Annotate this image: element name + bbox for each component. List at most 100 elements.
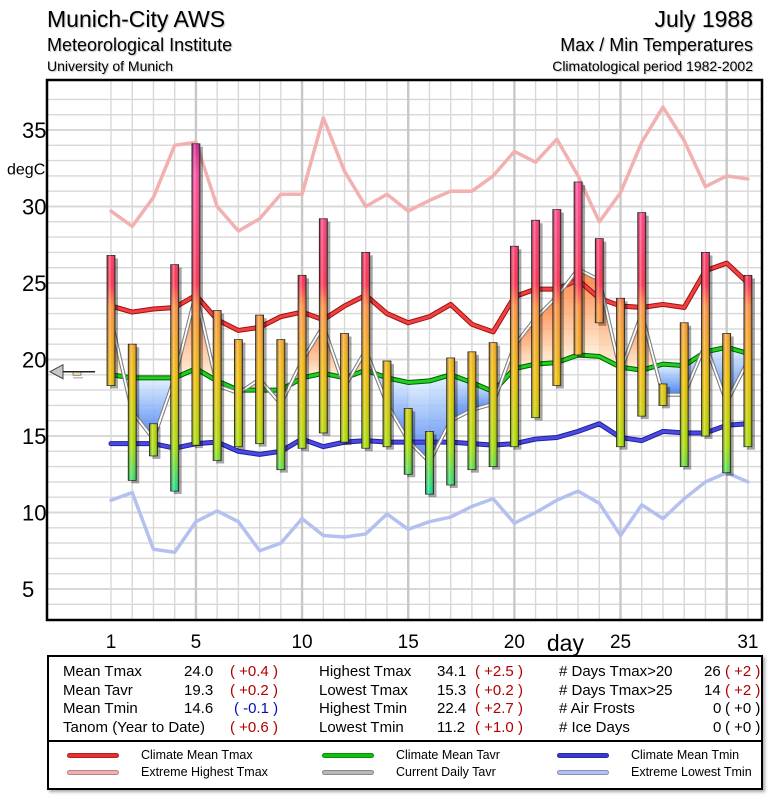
current-value-arrow-icon (48, 363, 95, 380)
stats-column-counts: # Days Tmax>20 26( +2 ) # Days Tmax>25 14(… (559, 663, 761, 738)
stat-value: 14.6 (184, 700, 214, 717)
stat-value: 0 (713, 718, 722, 736)
legend-swatch (67, 770, 119, 775)
bar-highlight (446, 357, 455, 485)
statistics-panel: Mean Tmax 24.0 ( +0.4 ) Mean Tavr 19.3 ( +0.… (47, 655, 763, 742)
stat-anomaly: ( +0 ) (725, 718, 761, 736)
bar-highlight (425, 431, 434, 495)
stats-column-means: Mean Tmax 24.0 ( +0.4 ) Mean Tavr 19.3 ( +0.… (63, 663, 288, 737)
bar-highlight (616, 298, 625, 447)
period-title: July 1988 (654, 6, 753, 32)
warm-anomaly-area (514, 318, 536, 369)
bar-highlight (128, 344, 137, 481)
stat-value: 34.1 (437, 663, 467, 680)
stat-anomaly: ( +0 ) (725, 700, 761, 717)
institute-name: Meteorological Institute (47, 35, 233, 55)
stat-label: # Ice Days (559, 718, 630, 736)
x-tick-label: 15 (398, 632, 419, 653)
stat-value: 11.2 (437, 718, 466, 736)
bar-highlight (276, 339, 285, 470)
stat-row: Mean Tmax 24.0 ( +0.4 ) (63, 663, 288, 682)
stat-value: 19.3 (184, 681, 214, 699)
legend-swatch (557, 770, 609, 775)
stat-row: Highest Tmin 22.4 ( +2.7 ) (319, 700, 523, 719)
stat-row: # Ice Days 0( +0 ) (559, 718, 761, 738)
bar-highlight (382, 361, 391, 447)
stat-label: # Air Frosts (559, 700, 635, 717)
stat-label: Highest Tmax (319, 663, 412, 680)
stat-row: # Days Tmax>20 26( +2 ) (559, 663, 761, 682)
line-extreme-highest-tmax (109, 105, 750, 233)
stats-column-extremes: Highest Tmax 34.1 ( +2.5 ) Lowest Tmax 15.3… (319, 663, 523, 737)
y-tick-label: 5 (22, 577, 34, 602)
legend-label: Climate Mean Tmax (141, 748, 253, 762)
y-axis-label: degC (7, 161, 45, 178)
arrow-marker-box (72, 371, 82, 376)
bar-highlight (213, 310, 222, 461)
x-axis-label: day (547, 630, 585, 656)
legend-swatch (67, 753, 119, 758)
x-tick-label: 20 (504, 632, 525, 653)
stat-row: # Air Frosts 0( +0 ) (559, 700, 761, 719)
bar-highlight (149, 423, 158, 456)
stat-value: 24.0 (184, 663, 214, 680)
chart-grid (47, 80, 762, 620)
climate-period: Climatological period 1982-2002 (552, 58, 753, 74)
stat-row: Mean Tmin 14.6 ( -0.1 ) (63, 700, 288, 719)
stat-value: 0 (713, 700, 722, 717)
bar-highlight (191, 143, 200, 446)
stat-label: Mean Tmin (63, 700, 138, 717)
stat-value: 14 (704, 681, 721, 699)
line-extreme-lowest-tmin (109, 470, 750, 555)
stat-anomaly: ( -0.1 ) (234, 700, 279, 717)
bar-highlight (234, 339, 243, 447)
legend-label: Climate Mean Tmin (631, 748, 740, 762)
y-tick-label: 10 (22, 501, 46, 526)
x-tick-label: 31 (737, 632, 758, 653)
chart-subject: Max / Min Temperatures (560, 35, 753, 55)
bar-highlight (510, 246, 519, 447)
stat-label: Mean Tavr (63, 681, 133, 699)
plot-frame (45, 78, 764, 622)
legend-swatch (322, 753, 374, 758)
y-axis-labels: 5 10 15 20 25 30 35 degC (7, 118, 46, 602)
bar-highlight (680, 322, 689, 467)
bar-highlight (574, 182, 583, 355)
bar-highlight (298, 275, 307, 449)
bar-highlight (658, 383, 667, 406)
stat-value: 15.3 (437, 681, 467, 699)
legend-label: Extreme Lowest Tmin (631, 765, 752, 779)
station-title: Munich-City AWS (47, 6, 226, 32)
legend-swatch (322, 770, 374, 775)
bar-highlight (531, 220, 540, 418)
warm-anomaly-area (302, 325, 324, 378)
daily-bars (106, 143, 755, 498)
y-tick-label: 15 (22, 424, 46, 449)
chart-legend: Climate Mean Tmax Extreme Highest Tmax C… (47, 742, 763, 790)
bar-highlight (595, 238, 604, 323)
bar-highlight (552, 209, 561, 386)
stat-anomaly: ( +2 ) (725, 663, 761, 680)
stat-value: 22.4 (437, 700, 467, 717)
x-tick-label: 10 (291, 632, 312, 653)
legend-swatch (557, 753, 609, 758)
bar-highlight (404, 408, 413, 475)
stat-label: Lowest Tmax (319, 681, 408, 699)
bar-highlight (701, 252, 710, 436)
stat-value: 26 (704, 663, 721, 680)
bar-highlight (637, 212, 646, 417)
y-tick-label: 25 (22, 271, 46, 296)
cold-anomaly-area (662, 364, 685, 395)
cold-anomaly-area (132, 377, 154, 440)
cold-anomaly-area (386, 377, 409, 441)
y-tick-label: 35 (22, 118, 46, 143)
bar-highlight (319, 218, 328, 433)
legend-label: Extreme Highest Tmax (141, 765, 268, 779)
bar-highlight (170, 264, 179, 492)
stat-label: # Days Tmax>25 (559, 681, 673, 699)
bar-highlight (743, 275, 752, 447)
x-tick-label: 25 (610, 632, 631, 653)
stat-label: Mean Tmax (63, 663, 142, 680)
